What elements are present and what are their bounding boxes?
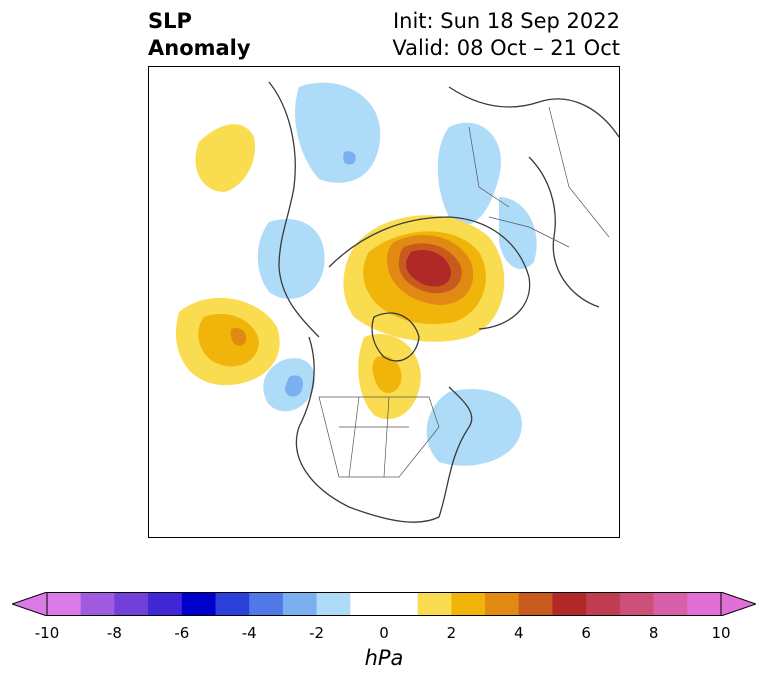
- colorbar-segment: [653, 592, 688, 616]
- neg-anomaly-scandinavia: [295, 82, 381, 183]
- colorbar-segment: [215, 592, 250, 616]
- colorbar-segment: [687, 592, 722, 616]
- colorbar-segment: [417, 592, 452, 616]
- colorbar-extend-low: [12, 592, 48, 616]
- colorbar-segment: [552, 592, 587, 616]
- colorbar-segment: [384, 592, 419, 616]
- colorbar-segment: [316, 592, 351, 616]
- colorbar-segment: [586, 592, 621, 616]
- title-line-2: Anomaly: [148, 36, 251, 60]
- neg-anomaly-siberia: [437, 122, 501, 225]
- neg-anomaly-europe-west: [257, 219, 325, 299]
- colorbar-ticks: -10 -8 -6 -4 -2 0 2 4 6 8 10: [0, 624, 768, 644]
- colorbar-tick: -10: [34, 624, 60, 642]
- forecast-dates: Init: Sun 18 Sep 2022 Valid: 08 Oct – 21…: [392, 8, 620, 62]
- neg-anomaly-north-atlantic: [426, 388, 522, 466]
- colorbar-segments: [47, 592, 722, 616]
- pos-anomaly-bering-core: [230, 327, 247, 346]
- title-line-1: SLP: [148, 9, 192, 33]
- colorbar-segment: [619, 592, 655, 616]
- colorbar-segment: [47, 592, 82, 616]
- colorbar-extend-high: [720, 592, 756, 616]
- colorbar: [12, 592, 756, 616]
- anomaly-map: [175, 81, 619, 523]
- colorbar-label: hPa: [364, 646, 404, 670]
- colorbar-tick: -8: [106, 624, 122, 642]
- colorbar-segment: [282, 592, 318, 616]
- pos-anomaly-arctic-peak: [405, 249, 451, 287]
- map-title: SLP Anomaly: [148, 8, 251, 62]
- colorbar-tick: -6: [174, 624, 190, 642]
- colorbar-segment: [181, 592, 216, 616]
- negative-anomalies: [257, 82, 537, 466]
- colorbar-tick: -4: [241, 624, 257, 642]
- neg-anomaly-scandinavia-core: [343, 151, 356, 165]
- colorbar-segment: [485, 592, 520, 616]
- pos-anomaly-north-pacific-west: [195, 124, 255, 192]
- pos-anomaly-bering-mid: [198, 313, 259, 367]
- valid-range: Valid: 08 Oct – 21 Oct: [392, 36, 620, 60]
- colorbar-tick: 2: [446, 624, 457, 642]
- pos-anomaly-hudson-core: [372, 355, 402, 393]
- colorbar-tick: 8: [648, 624, 659, 642]
- colorbar-segment: [80, 592, 115, 616]
- positive-anomalies: [175, 124, 505, 420]
- colorbar-segment: [518, 592, 553, 616]
- colorbar-tick: 6: [581, 624, 591, 642]
- neg-anomaly-east-siberia: [499, 197, 537, 270]
- colorbar-tick: -2: [309, 624, 325, 642]
- colorbar-segment: [249, 592, 284, 616]
- colorbar-tick: 10: [711, 624, 731, 642]
- colorbar-tick: 0: [379, 624, 389, 642]
- colorbar-tick: 4: [514, 624, 524, 642]
- coastlines: [268, 81, 619, 523]
- colorbar-segment: [451, 592, 486, 616]
- colorbar-segment: [148, 592, 183, 616]
- colorbar-segment: [114, 592, 149, 616]
- init-date: Init: Sun 18 Sep 2022: [392, 9, 620, 33]
- political-borders: [318, 106, 610, 478]
- map-panel: [148, 66, 620, 538]
- colorbar-segment: [350, 592, 385, 616]
- neg-anomaly-gulf-alaska-core: [284, 375, 304, 397]
